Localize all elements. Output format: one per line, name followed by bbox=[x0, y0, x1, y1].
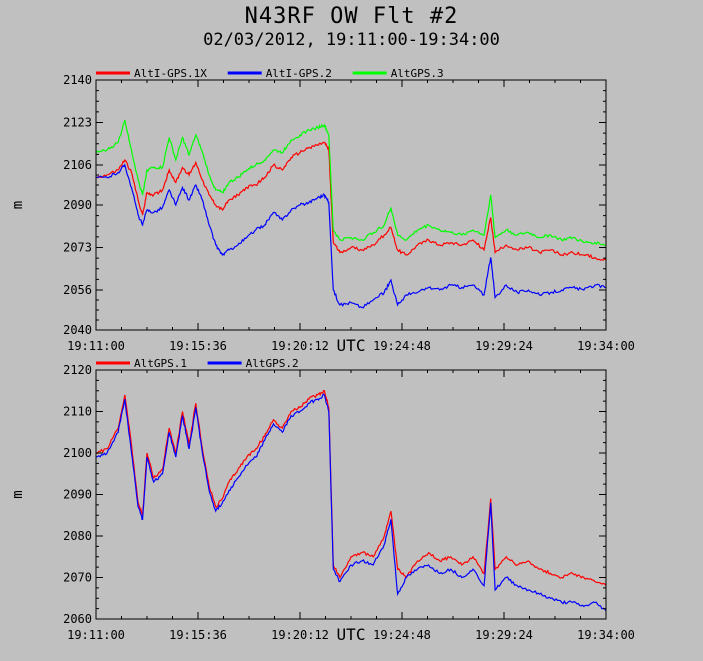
y-tick-label: 2060 bbox=[63, 612, 92, 626]
x-tick-label: 19:34:00 bbox=[577, 628, 635, 642]
chart-panel-2: 2060 2070 2080 2090 2100 2110 2120 19:11:00 19:1… bbox=[10, 357, 635, 644]
y-axis-label: m bbox=[10, 490, 26, 498]
x-tick-label: 19:11:00 bbox=[67, 628, 125, 642]
y-tick-label: 2090 bbox=[63, 198, 92, 212]
legend-label-AltI-GPS.2: AltI-GPS.2 bbox=[266, 67, 332, 80]
legend-label-AltGPS.3: AltGPS.3 bbox=[391, 67, 444, 80]
y-tick-label: 2056 bbox=[63, 283, 92, 297]
series-line-AltGPS.2 bbox=[95, 393, 607, 612]
chart-title: N43RF OW Flt #2 bbox=[244, 4, 459, 29]
series-line-AltGPS.3 bbox=[95, 119, 607, 247]
x-tick-label: 19:15:36 bbox=[169, 628, 227, 642]
y-tick-label: 2123 bbox=[63, 116, 92, 130]
y-tick-label: 2100 bbox=[63, 446, 92, 460]
x-tick-label: 19:34:00 bbox=[577, 339, 635, 353]
x-tick-label: 19:15:36 bbox=[169, 339, 227, 353]
chart-subtitle: 02/03/2012, 19:11:00-19:34:00 bbox=[203, 30, 500, 50]
x-tick-label: 19:29:24 bbox=[475, 339, 533, 353]
x-tick-label: 19:29:24 bbox=[475, 628, 533, 642]
y-tick-label: 2073 bbox=[63, 241, 92, 255]
y-tick-label: 2070 bbox=[63, 571, 92, 585]
x-tick-label: 19:24:48 bbox=[373, 339, 431, 353]
legend-label-AltGPS.2: AltGPS.2 bbox=[246, 357, 299, 370]
y-tick-label: 2040 bbox=[63, 323, 92, 337]
legend-label-AltI-GPS.1X: AltI-GPS.1X bbox=[134, 67, 207, 80]
y-tick-label: 2120 bbox=[63, 363, 92, 377]
y-tick-label: 2106 bbox=[63, 158, 92, 172]
y-tick-label: 2090 bbox=[63, 488, 92, 502]
series-line-AltI-GPS.1X bbox=[95, 141, 607, 261]
x-tick-label: 19:11:00 bbox=[67, 339, 125, 353]
plot-area bbox=[96, 80, 606, 330]
y-tick-label: 2140 bbox=[63, 73, 92, 87]
y-tick-label: 2110 bbox=[63, 405, 92, 419]
series-line-AltI-GPS.2 bbox=[95, 163, 607, 309]
x-tick-label: 19:24:48 bbox=[373, 628, 431, 642]
x-axis-label: UTC bbox=[337, 625, 366, 644]
plot-area bbox=[96, 370, 606, 619]
x-tick-label: 19:20:12 bbox=[271, 628, 329, 642]
legend-label-AltGPS.1: AltGPS.1 bbox=[134, 357, 187, 370]
x-tick-label: 19:20:12 bbox=[271, 339, 329, 353]
y-tick-label: 2080 bbox=[63, 529, 92, 543]
x-axis-label: UTC bbox=[337, 336, 366, 355]
y-axis-label: m bbox=[10, 201, 26, 209]
chart-panel-1: 2040 2056 2073 2090 2106 2123 2140 19:11:00 19:1… bbox=[10, 67, 635, 355]
